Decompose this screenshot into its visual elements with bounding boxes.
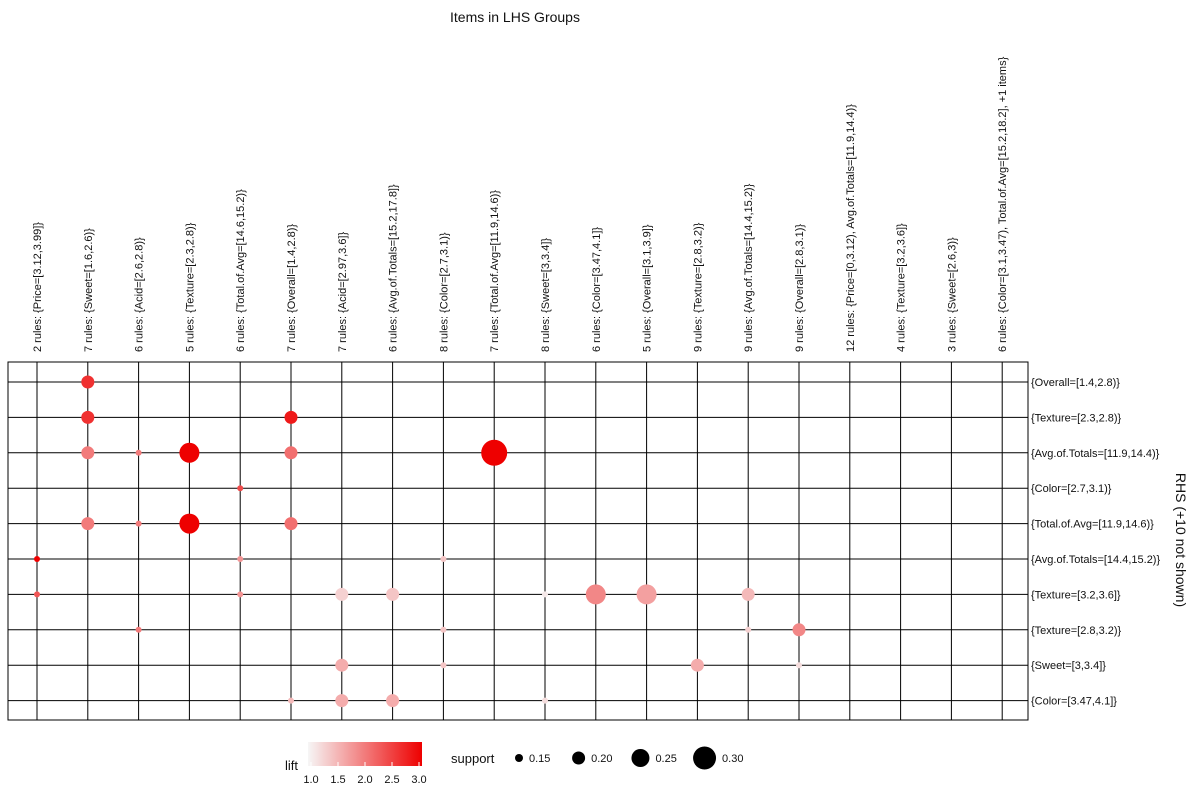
y-axis-title: RHS (+10 not shown)	[1173, 473, 1189, 607]
rule-point	[284, 517, 298, 531]
lift-tick-label: 1.5	[330, 774, 345, 786]
rule-point	[440, 626, 447, 633]
y-tick-label: {Color=[2.7,3.1)}	[1031, 483, 1112, 495]
support-key	[693, 746, 717, 770]
rule-point	[81, 517, 95, 531]
x-tick-label: 9 rules: {Avg.of.Totals=[14.4,15.2)}	[743, 183, 755, 352]
y-tick-label: {Avg.of.Totals=[14.4,15.2)}	[1031, 554, 1160, 566]
y-tick-label: {Total.of.Avg=[11.9,14.6)}	[1031, 519, 1154, 531]
y-tick-label: {Color=[3.47,4.1]}	[1031, 696, 1117, 708]
y-tick-label: {Texture=[3.2,3.6]}	[1031, 589, 1121, 601]
rule-point	[542, 697, 548, 704]
rule-point	[34, 556, 40, 562]
x-tick-label: 5 rules: {Texture=[2.3,2.8)}	[184, 222, 196, 352]
lift-tick-label: 1.0	[303, 774, 318, 786]
x-tick-label: 6 rules: {Color=[3.47,4.1]}	[591, 227, 603, 352]
rule-point	[135, 626, 142, 633]
x-tick-label: 8 rules: {Color=[2.7,3.1)}	[438, 232, 450, 352]
rule-point	[796, 662, 802, 669]
rule-point	[335, 658, 349, 672]
lift-tick-label: 3.0	[411, 774, 426, 786]
rule-point	[81, 375, 95, 389]
rule-point	[741, 587, 755, 601]
x-tick-label: 7 rules: {Overall=[1.4,2.8)}	[286, 224, 298, 352]
y-tick-label: {Texture=[2.3,2.8)}	[1031, 412, 1122, 424]
y-axis-labels: {Overall=[1.4,2.8)} {Texture=[2.3,2.8)} {A…	[1031, 377, 1160, 708]
rule-point	[792, 623, 806, 637]
x-tick-label: 6 rules: {Color=[3.1,3.47), Total.of.Avg…	[997, 56, 1009, 352]
lift-legend-title: lift	[285, 758, 298, 773]
grid	[7, 361, 1029, 721]
y-tick-label: {Overall=[1.4,2.8)}	[1031, 377, 1120, 389]
x-tick-label: 2 rules: {Price=[3.12,3.99]}	[32, 222, 44, 352]
x-tick-label: 7 rules: {Acid=[2.97,3.6]}	[337, 232, 349, 352]
x-tick-label: 9 rules: {Overall=[2.8,3.1)}	[794, 224, 806, 352]
lift-tick-label: 2.5	[384, 774, 399, 786]
y-tick-label: {Sweet=[3,3.4]}	[1031, 660, 1106, 672]
rule-point	[440, 662, 447, 669]
x-tick-label: 4 rules: {Texture=[3.2,3.6]}	[896, 223, 908, 352]
lift-tick-label: 2.0	[357, 774, 372, 786]
x-tick-label: 7 rules: {Total.of.Avg=[11.9,14.6)}	[489, 190, 501, 352]
chart-title: Items in LHS Groups	[450, 9, 580, 25]
rule-point	[81, 410, 95, 424]
rule-point	[135, 449, 142, 456]
rule-point	[542, 591, 548, 598]
x-tick-label: 7 rules: {Sweet=[1.6,2.6)}	[83, 228, 95, 352]
rule-point	[386, 587, 400, 601]
x-tick-label: 9 rules: {Texture=[2.8,3.2)}	[692, 222, 704, 352]
rule-point	[135, 520, 142, 527]
rule-point	[284, 410, 298, 424]
x-tick-label: 12 rules: {Price=[0,3.12), Avg.of.Totals…	[845, 104, 857, 352]
rule-point	[237, 485, 244, 492]
rule-point	[179, 442, 200, 463]
plot-border	[7, 361, 1029, 721]
y-tick-label: {Avg.of.Totals=[11.9,14.4)}	[1031, 448, 1160, 460]
rule-point	[237, 591, 244, 598]
x-tick-label: 5 rules: {Overall=[3.1,3.9]}	[642, 224, 654, 352]
rule-point	[440, 556, 447, 562]
x-tick-label: 6 rules: {Avg.of.Totals=[15.2,17.8]}	[388, 184, 400, 352]
support-key	[515, 754, 523, 762]
x-axis-labels: 2 rules: {Price=[3.12,3.99]} 7 rules: {Sw…	[32, 56, 1009, 352]
rule-point	[179, 513, 200, 534]
support-key-label: 0.20	[591, 753, 612, 765]
rule-point	[335, 694, 349, 708]
rule-point	[690, 658, 704, 672]
support-key-label: 0.15	[529, 753, 550, 765]
support-legend-title: support	[451, 751, 495, 766]
rule-point	[386, 694, 400, 708]
support-key	[572, 751, 586, 765]
rule-point	[288, 697, 294, 704]
points	[34, 375, 806, 708]
rule-point	[636, 584, 657, 605]
rule-point	[481, 439, 508, 466]
rule-point	[745, 626, 752, 633]
x-tick-label: 3 rules: {Sweet=[2.6,3)}	[946, 237, 958, 352]
support-key	[631, 749, 650, 767]
rule-point	[237, 556, 244, 562]
x-tick-label: 6 rules: {Acid=[2.6,2.8)}	[134, 237, 146, 352]
lift-legend: lift 1.0 1.5 2.0 2.5 3.0	[285, 742, 427, 786]
support-legend: support 0.15 0.20 0.25 0.30	[451, 746, 743, 770]
support-key-label: 0.25	[655, 753, 676, 765]
rule-point	[335, 587, 349, 601]
rule-point	[585, 584, 606, 605]
rule-point	[34, 591, 40, 598]
x-tick-label: 8 rules: {Sweet=[3,3.4]}	[540, 238, 552, 352]
rule-point	[284, 446, 298, 460]
x-tick-label: 6 rules: {Total.of.Avg=[14.6,15.2)}	[235, 189, 247, 352]
y-tick-label: {Texture=[2.8,3.2)}	[1031, 625, 1122, 637]
support-key-label: 0.30	[722, 753, 743, 765]
rule-point	[81, 446, 95, 460]
